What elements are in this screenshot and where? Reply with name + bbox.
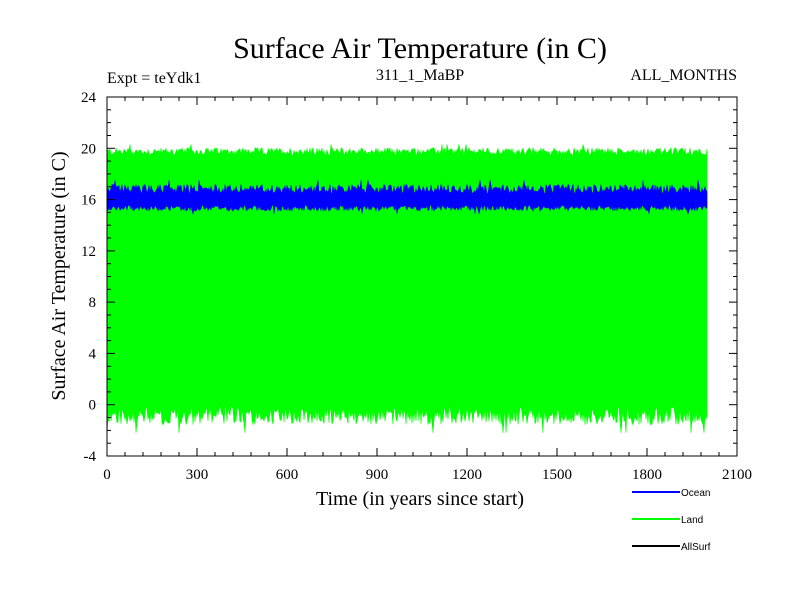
legend-label-land: Land (681, 515, 703, 526)
y-tick-label: 16 (81, 193, 97, 209)
x-tick-label: 900 (366, 467, 389, 483)
chart-title: Surface Air Temperature (in C) (233, 32, 607, 65)
y-tick-label: 12 (81, 244, 96, 260)
y-tick-label: 4 (89, 346, 97, 362)
x-tick-label: 1500 (542, 467, 572, 483)
y-tick-label: -4 (84, 449, 97, 465)
y-tick-label: 20 (81, 141, 96, 157)
x-tick-label: 0 (103, 467, 111, 483)
tick-labels: 0 300 600 900 1200 1500 1800 2100 -4 0 4 8 12 16 20 24 (81, 90, 752, 483)
x-tick-label: 1200 (452, 467, 482, 483)
expt-label: Expt = teYdk1 (107, 70, 201, 87)
series-ocean (106, 180, 708, 215)
y-axis-label: Surface Air Temperature (in C) (48, 151, 70, 400)
months-label: ALL_MONTHS (630, 67, 737, 84)
x-tick-label: 300 (186, 467, 209, 483)
x-tick-label: 1800 (632, 467, 662, 483)
legend: Ocean Land AllSurf (632, 488, 711, 553)
x-axis-label: Time (in years since start) (316, 488, 524, 510)
tick-marks (106, 96, 738, 457)
y-tick-label: 0 (89, 398, 97, 414)
run-label: 311_1_MaBP (376, 67, 464, 84)
x-tick-label: 600 (276, 467, 299, 483)
legend-label-allsurf: AllSurf (681, 542, 711, 553)
y-tick-label: 24 (81, 90, 97, 106)
plot-series (106, 144, 708, 433)
legend-label-ocean: Ocean (681, 488, 710, 499)
series-land (106, 144, 708, 433)
y-tick-label: 8 (89, 295, 97, 311)
x-tick-label: 2100 (722, 467, 752, 483)
